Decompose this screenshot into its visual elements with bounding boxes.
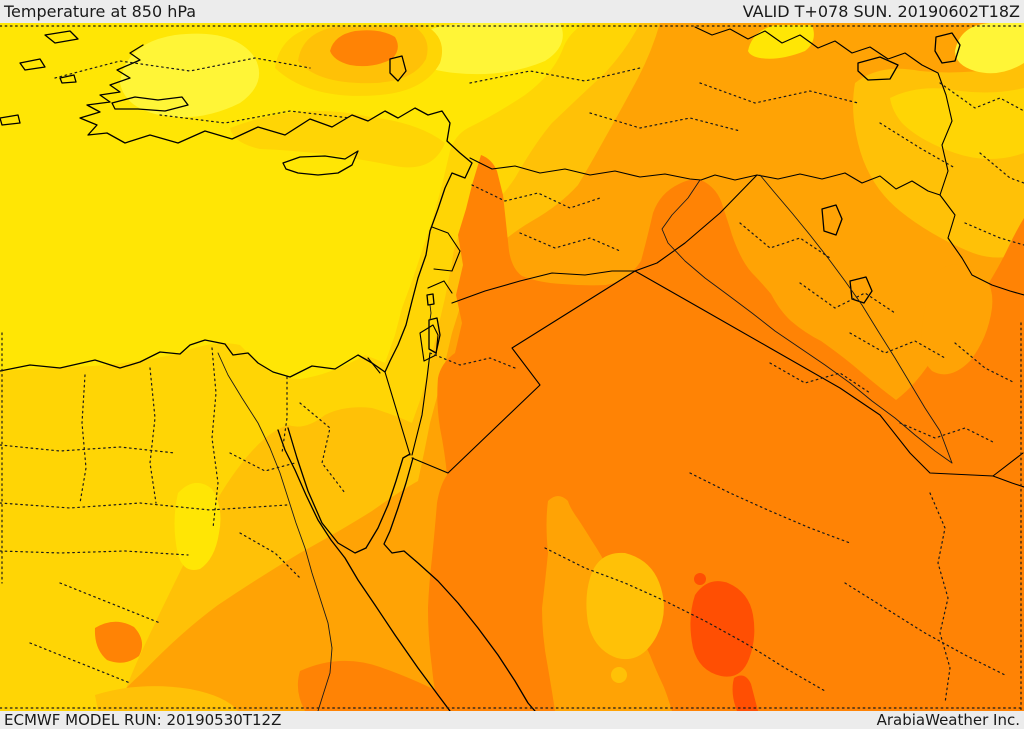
admin-egypt xyxy=(0,347,301,684)
brand-label: ArabiaWeather Inc. xyxy=(876,710,1020,729)
lake-urmia xyxy=(934,32,961,64)
island-aegean-3 xyxy=(59,74,77,84)
coastline-gulf-suez-red-sea-west xyxy=(277,429,451,711)
admin-saudi xyxy=(544,342,1016,704)
valid-time-label: VALID T+078 SUN. 20190602T18Z xyxy=(742,1,1020,21)
temperature-map-canvas xyxy=(0,23,1024,711)
island-aegean-2 xyxy=(19,58,46,71)
band-red-saudi-tail xyxy=(732,675,758,711)
island-crete xyxy=(111,96,189,112)
border-gaza xyxy=(367,357,381,374)
header-bar: Temperature at 850 hPa VALID T+078 SUN. … xyxy=(0,0,1024,23)
border-golan xyxy=(427,280,453,294)
band-red-saudi-dot xyxy=(694,573,706,585)
river-nile xyxy=(217,352,333,711)
band-pale-central-turkey xyxy=(405,23,563,75)
band-amber-saudi-blob xyxy=(586,552,664,660)
page-title: Temperature at 850 hPa xyxy=(4,1,197,21)
band-orange-nw-turkey-core xyxy=(330,30,398,67)
border-west-bank xyxy=(419,324,439,362)
border-turkey-iraq-iran xyxy=(844,172,941,196)
border-iraq-saudi-kuwait xyxy=(634,270,1024,488)
border-iran-iraq xyxy=(939,194,1024,296)
band-red-saudi-blob xyxy=(690,581,755,677)
island-aegean-1 xyxy=(44,30,79,44)
band-amber-egypt-bottom-strip xyxy=(95,686,238,711)
border-syria-iraq xyxy=(634,174,758,272)
coastline-aqaba-east-saudi xyxy=(383,457,536,711)
border-turkey-northeast xyxy=(694,26,953,196)
band-amber-saudi-dot xyxy=(611,667,627,683)
river-jordan xyxy=(429,304,432,321)
island-cyprus xyxy=(282,150,359,176)
coastline-anatolia-levant-egypt xyxy=(0,44,473,378)
island-aegean-4 xyxy=(0,114,21,126)
lake-dead-sea xyxy=(428,317,441,354)
band-yellow-south-egypt xyxy=(174,482,221,571)
border-turkey-syria xyxy=(469,157,846,181)
band-orange-egypt-south-2 xyxy=(94,621,143,663)
coastlines xyxy=(0,30,961,711)
band-orange-main xyxy=(428,155,1024,711)
border-israel-jordan xyxy=(411,352,431,456)
weather-map xyxy=(0,23,1024,711)
band-light-orange-iran-pocket xyxy=(921,264,993,375)
coastline-sinai-west xyxy=(287,427,367,554)
band-orange-egypt-south-1 xyxy=(297,660,460,711)
lake-razzaza xyxy=(849,276,873,304)
lake-tharthar xyxy=(821,204,843,236)
admin-turkey xyxy=(54,57,859,132)
coastline-sinai-east-aqaba xyxy=(365,453,411,549)
band-golden-turkey-coast xyxy=(230,111,445,168)
band-pale-northeast xyxy=(955,23,1024,74)
lake-tuz xyxy=(389,55,407,82)
lake-van xyxy=(857,56,899,81)
rivers xyxy=(217,174,953,711)
lake-galilee xyxy=(426,293,435,306)
border-jordan-saudi-hiccup xyxy=(411,270,636,474)
border-syria-jordan xyxy=(451,270,636,304)
border-lebanon xyxy=(431,226,461,272)
band-pale-west-turkey xyxy=(120,33,260,118)
admin-caucasus-iran-north xyxy=(879,82,1024,246)
country-borders xyxy=(367,26,1024,488)
river-tigris xyxy=(759,174,953,464)
model-run-label: ECMWF MODEL RUN: 20190530T12Z xyxy=(4,710,282,729)
river-euphrates xyxy=(661,179,953,464)
band-golden-northeast xyxy=(890,88,1024,159)
admin-syria xyxy=(471,184,621,252)
admin-sinai xyxy=(299,402,346,494)
border-israel-egypt xyxy=(384,371,411,456)
admin-jordan xyxy=(429,352,516,369)
footer-bar: ECMWF MODEL RUN: 20190530T12Z ArabiaWeat… xyxy=(0,711,1024,729)
admin-boundaries xyxy=(0,25,1024,711)
